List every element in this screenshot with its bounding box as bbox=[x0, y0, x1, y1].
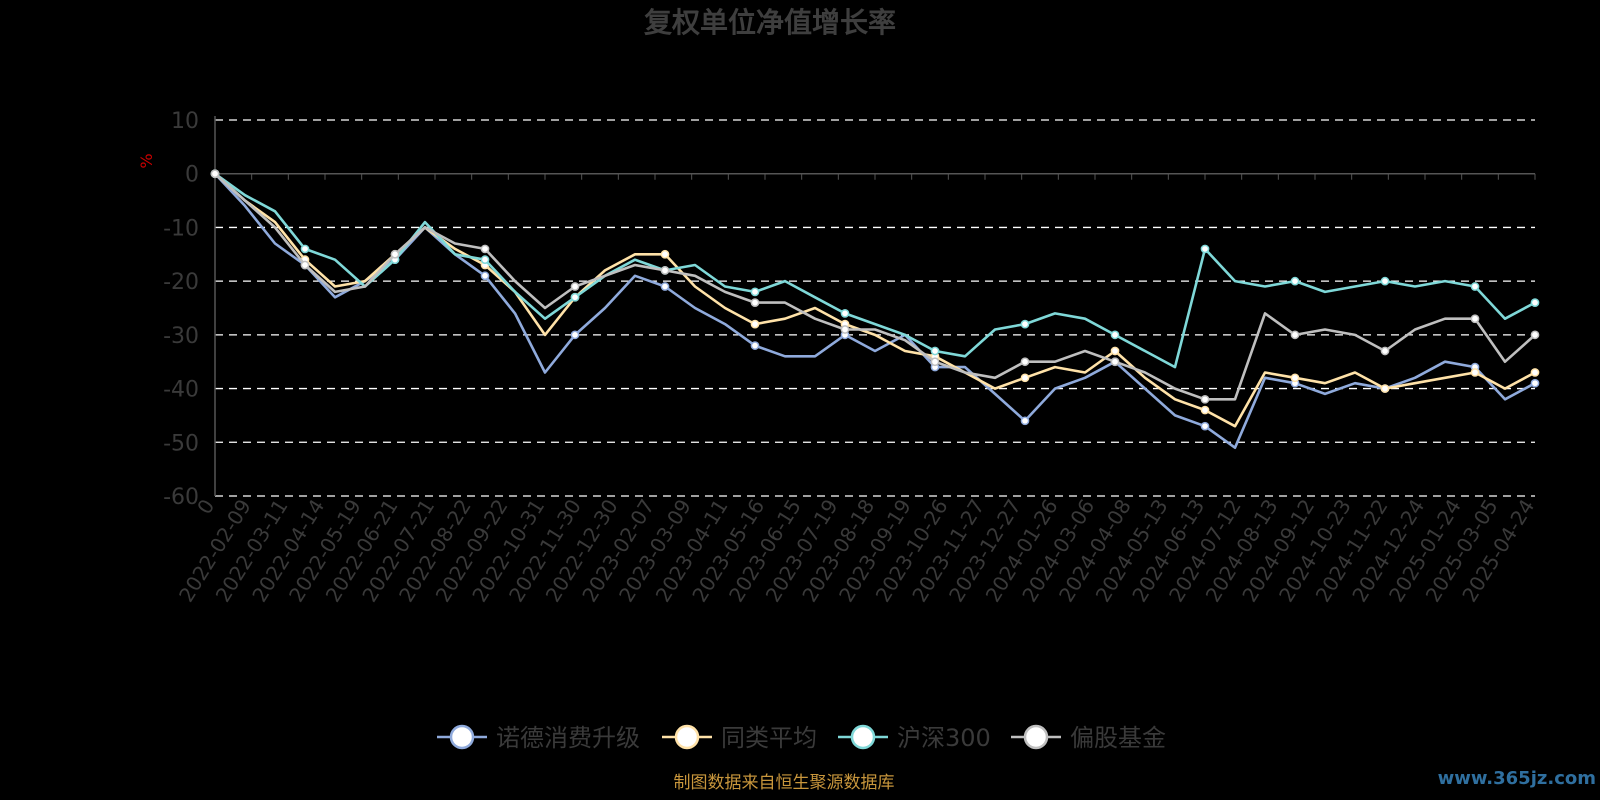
series-1-point-18 bbox=[750, 319, 760, 329]
legend-label-1: 同类平均 bbox=[721, 724, 817, 752]
y-tick-label-7: -60 bbox=[163, 485, 199, 510]
y-tick-label-4: -30 bbox=[163, 324, 199, 349]
legend-marker-3 bbox=[1023, 724, 1049, 750]
chart-title: 复权单位净值增长率 bbox=[644, 6, 896, 39]
legend-label-2: 沪深300 bbox=[897, 724, 991, 752]
series-1-point-42 bbox=[1470, 368, 1480, 377]
series-1-point-27 bbox=[1020, 373, 1030, 383]
series-2-point-33 bbox=[1200, 244, 1210, 254]
series-1-point-33 bbox=[1200, 405, 1210, 415]
legend-marker-0 bbox=[449, 724, 475, 750]
series-0-point-12 bbox=[570, 330, 580, 340]
series-1-point-44 bbox=[1530, 368, 1540, 377]
x-axis: 02022-02-092022-03-112022-04-142022-05-1… bbox=[174, 173, 1539, 606]
series-1-point-36 bbox=[1290, 373, 1300, 383]
series-2-point-44 bbox=[1530, 298, 1540, 307]
series-1-point-15 bbox=[660, 249, 670, 259]
series-3-point-3 bbox=[300, 260, 310, 270]
series-3-point-0 bbox=[210, 169, 220, 179]
series-1-point-39 bbox=[1380, 384, 1390, 393]
y-tick-label-2: -10 bbox=[163, 216, 199, 241]
y-tick-label-0: 10 bbox=[171, 109, 199, 134]
series-line-3 bbox=[214, 172, 1536, 401]
series-0-point-27 bbox=[1020, 416, 1030, 426]
series-0-point-18 bbox=[750, 341, 760, 350]
y-axis: 10 0 -10 -20 -30 -40 -50 -60 bbox=[163, 109, 216, 510]
y-tick-label-5: -40 bbox=[163, 378, 199, 403]
legend: 诺德消费升级 同类平均 沪深300 偏股基金 bbox=[437, 724, 1166, 752]
series-3-point-12 bbox=[570, 282, 580, 291]
series-2-point-42 bbox=[1470, 282, 1480, 291]
series-2-point-39 bbox=[1380, 276, 1390, 286]
series-3-point-24 bbox=[930, 357, 940, 367]
series-0-point-33 bbox=[1200, 421, 1210, 431]
series-2-point-36 bbox=[1290, 276, 1300, 286]
legend-marker-1 bbox=[674, 724, 700, 750]
y-axis-unit: % bbox=[137, 153, 156, 168]
series-2-point-9 bbox=[480, 255, 490, 265]
series-2-point-21 bbox=[840, 309, 850, 318]
footer-source: 制图数据来自恒生聚源数据库 bbox=[674, 773, 895, 793]
series-2-point-3 bbox=[300, 244, 310, 254]
series-2-point-24 bbox=[930, 346, 940, 356]
y-tick-label-6: -50 bbox=[163, 431, 199, 456]
series-2-point-30 bbox=[1110, 330, 1120, 340]
y-tick-label-1: 0 bbox=[185, 163, 199, 188]
series-3-point-42 bbox=[1470, 314, 1480, 324]
watermark: www.365jz.com bbox=[1438, 768, 1596, 789]
series-3-point-33 bbox=[1200, 394, 1210, 404]
series-3-point-9 bbox=[480, 244, 490, 254]
y-tick-label-3: -20 bbox=[163, 270, 199, 295]
series-3-point-6 bbox=[390, 249, 400, 259]
series-3-point-15 bbox=[660, 266, 670, 275]
series-3-point-18 bbox=[750, 298, 760, 307]
series-lines bbox=[210, 169, 1540, 450]
series-0-point-44 bbox=[1530, 378, 1540, 388]
series-2-point-18 bbox=[750, 287, 760, 297]
series-3-point-21 bbox=[840, 325, 850, 334]
series-3-point-39 bbox=[1380, 346, 1390, 356]
legend-label-0: 诺德消费升级 bbox=[496, 724, 640, 752]
series-3-point-36 bbox=[1290, 330, 1300, 340]
series-2-point-27 bbox=[1020, 319, 1030, 329]
x-tick-label-0: 0 bbox=[192, 495, 219, 519]
series-2-point-12 bbox=[570, 292, 580, 302]
series-3-point-30 bbox=[1110, 357, 1120, 367]
series-0-point-9 bbox=[480, 271, 490, 281]
series-3-point-27 bbox=[1020, 357, 1030, 367]
series-0-point-15 bbox=[660, 282, 670, 291]
series-1-point-30 bbox=[1110, 346, 1120, 356]
legend-label-3: 偏股基金 bbox=[1070, 724, 1166, 752]
series-line-0 bbox=[214, 172, 1536, 450]
series-line-2 bbox=[214, 172, 1536, 369]
series-3-point-44 bbox=[1530, 330, 1540, 340]
legend-marker-2 bbox=[850, 724, 876, 750]
